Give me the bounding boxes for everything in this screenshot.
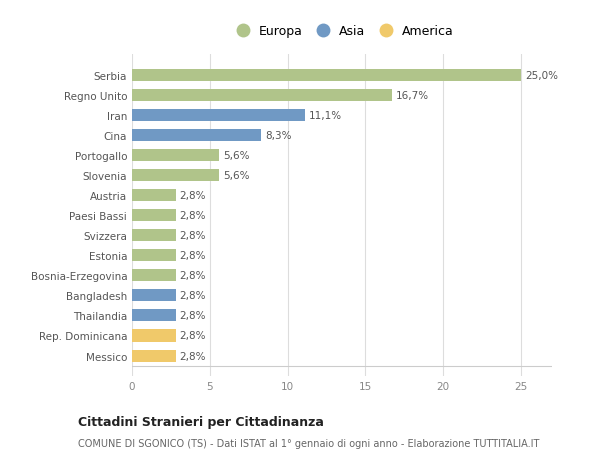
Text: 2,8%: 2,8% [179,291,206,301]
Bar [132,70,521,82]
Text: 5,6%: 5,6% [223,171,250,181]
Text: 2,8%: 2,8% [179,311,206,321]
Text: COMUNE DI SGONICO (TS) - Dati ISTAT al 1° gennaio di ogni anno - Elaborazione TU: COMUNE DI SGONICO (TS) - Dati ISTAT al 1… [78,438,539,448]
Bar [132,210,176,222]
Bar [132,250,176,262]
Legend: Europa, Asia, America: Europa, Asia, America [228,23,456,41]
Bar [132,230,176,242]
Text: 11,1%: 11,1% [308,111,341,121]
Bar [132,170,219,182]
Text: 2,8%: 2,8% [179,211,206,221]
Text: 2,8%: 2,8% [179,331,206,341]
Text: 2,8%: 2,8% [179,271,206,281]
Text: 8,3%: 8,3% [265,131,292,141]
Bar [132,350,176,362]
Bar [132,150,219,162]
Text: 25,0%: 25,0% [525,71,558,81]
Bar [132,330,176,342]
Text: 2,8%: 2,8% [179,231,206,241]
Text: 2,8%: 2,8% [179,351,206,361]
Text: 16,7%: 16,7% [395,91,429,101]
Text: 2,8%: 2,8% [179,251,206,261]
Bar [132,290,176,302]
Text: 2,8%: 2,8% [179,191,206,201]
Bar [132,110,305,122]
Bar [132,310,176,322]
Text: 5,6%: 5,6% [223,151,250,161]
Bar [132,90,392,102]
Text: Cittadini Stranieri per Cittadinanza: Cittadini Stranieri per Cittadinanza [78,415,324,428]
Bar [132,270,176,282]
Bar [132,190,176,202]
Bar [132,130,261,142]
